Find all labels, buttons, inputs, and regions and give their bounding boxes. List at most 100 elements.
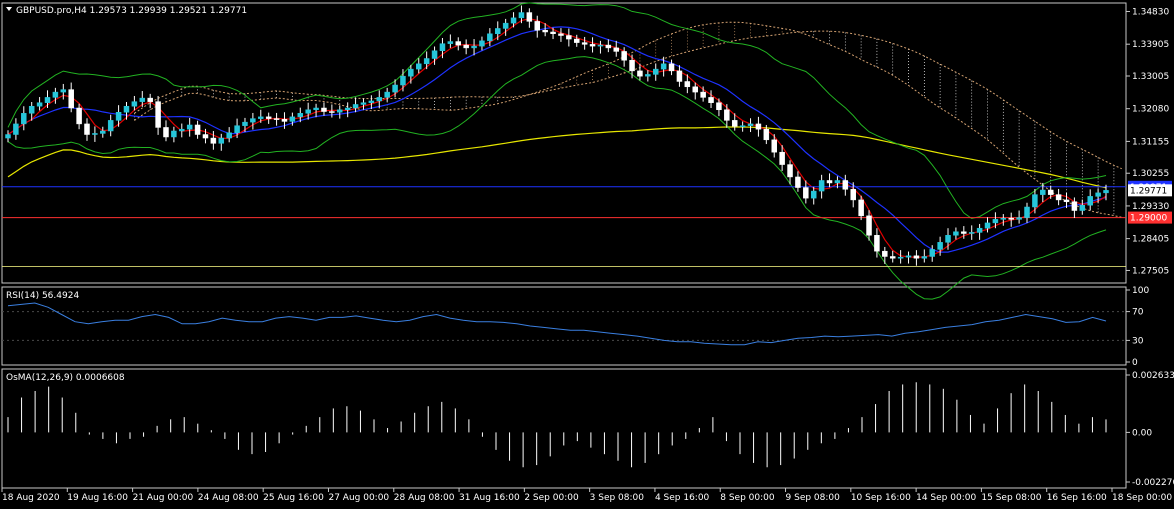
candle-up: [107, 120, 114, 132]
candle-down: [613, 47, 619, 52]
rsi-tick-label: 70: [1132, 308, 1144, 318]
candle-up: [897, 256, 904, 259]
x-tick-label: 16 Sep 16:00: [1047, 493, 1107, 503]
candle-up: [179, 128, 185, 132]
candle-up: [250, 118, 256, 123]
candle-down: [874, 235, 880, 252]
candle-up: [360, 102, 367, 105]
x-tick-label: 9 Sep 08:00: [786, 493, 841, 503]
candle-down: [321, 107, 327, 112]
candle-up: [139, 97, 146, 102]
candle-down: [155, 101, 161, 128]
red-level-tag: 1.29000: [1130, 214, 1167, 224]
candle-up: [747, 123, 754, 126]
candle-down: [755, 123, 762, 130]
candle-down: [558, 33, 564, 36]
candle-up: [234, 125, 240, 133]
main-label: GBPUSD.pro,H4 1.29573 1.29939 1.29521 1.…: [16, 6, 247, 16]
candle-down: [913, 255, 920, 259]
rsi-line: [7, 302, 1107, 346]
main-panel-frame: [1, 2, 1127, 284]
candle-up: [510, 17, 517, 24]
candle-up: [645, 74, 651, 77]
candle-up: [976, 227, 983, 233]
candle-down: [621, 51, 627, 61]
candle-down: [787, 164, 793, 178]
candle-up: [471, 45, 477, 49]
candle-up: [652, 68, 659, 75]
candle-down: [566, 35, 572, 40]
candle-down: [1055, 194, 1062, 201]
candle-up: [305, 109, 311, 114]
candle-up: [123, 105, 130, 113]
candle-up: [400, 75, 406, 86]
ma-fast-line: [7, 18, 1107, 259]
osma-tick-label: 0.0026336: [1132, 371, 1174, 381]
candle-down: [273, 118, 280, 120]
candle-up: [218, 137, 225, 144]
candle-up: [344, 107, 351, 111]
candle-down: [779, 151, 785, 165]
candle-down: [534, 21, 541, 31]
last-price-tag: 1.29771: [1130, 186, 1167, 196]
candle-down: [210, 137, 217, 144]
candle-up: [337, 109, 343, 113]
x-tick-label: 19 Aug 16:00: [67, 493, 128, 503]
candle-up: [518, 12, 525, 19]
candle-up: [376, 97, 383, 102]
candle-up: [242, 121, 248, 126]
candle-up: [297, 113, 304, 118]
kumo-span-b: [134, 30, 1122, 170]
candle-up: [36, 102, 43, 107]
candle-up: [984, 222, 991, 229]
candle-up: [495, 28, 501, 35]
x-tick-label: 28 Aug 08:00: [394, 493, 455, 503]
x-tick-label: 8 Sep 00:00: [720, 493, 775, 503]
candle-up: [44, 97, 51, 103]
candle-up: [368, 100, 375, 103]
candle-up: [953, 231, 959, 236]
candle-down: [281, 119, 288, 122]
candle-up: [929, 249, 935, 257]
candle-down: [1008, 218, 1014, 220]
candle-up: [1016, 217, 1022, 220]
candle-up: [28, 105, 35, 114]
candle-up: [289, 116, 296, 122]
candle-down: [1063, 199, 1070, 202]
candle-up: [100, 130, 106, 134]
candle-up: [431, 50, 438, 59]
x-tick-label: 15 Sep 08:00: [981, 493, 1041, 503]
x-tick-label: 10 Sep 16:00: [851, 493, 911, 503]
candle-down: [329, 111, 335, 113]
candle-up: [1032, 194, 1038, 208]
x-tick-label: 31 Aug 16:00: [459, 493, 520, 503]
osma-tick-label: -0.0022767: [1132, 478, 1174, 488]
candle-up: [115, 111, 122, 121]
candle-up: [1079, 204, 1086, 211]
candle-down: [858, 199, 864, 217]
x-tick-label: 14 Sep 00:00: [916, 493, 976, 503]
x-tick-label: 18 Aug 2020: [2, 493, 60, 503]
rsi-tick-label: 30: [1132, 336, 1144, 346]
last-price-tag-bg: [1128, 184, 1172, 197]
candle-down: [850, 189, 856, 201]
candle-down: [708, 97, 714, 103]
candle-up: [392, 84, 398, 93]
candle-down: [889, 256, 896, 259]
candle-down: [961, 231, 967, 234]
osma-panel-frame: [1, 368, 1127, 489]
candle-up: [423, 58, 430, 65]
candle-up: [968, 232, 975, 234]
candle-up: [1024, 206, 1030, 218]
candle-down: [629, 60, 635, 72]
candle-down: [202, 134, 209, 139]
candle-down: [265, 116, 272, 119]
candle-down: [526, 12, 533, 22]
candle-down: [1047, 189, 1054, 195]
candle-up: [597, 44, 604, 47]
candle-up: [945, 235, 951, 243]
candle-down: [1071, 201, 1078, 211]
candle-up: [1095, 192, 1101, 197]
candle-up: [487, 33, 493, 42]
candle-down: [637, 70, 643, 77]
